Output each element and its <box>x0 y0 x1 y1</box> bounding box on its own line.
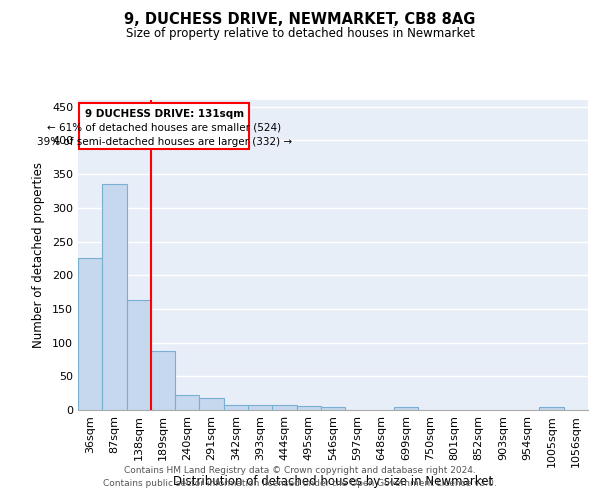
Text: Size of property relative to detached houses in Newmarket: Size of property relative to detached ho… <box>125 28 475 40</box>
Bar <box>79 102 249 148</box>
Text: 9 DUCHESS DRIVE: 131sqm: 9 DUCHESS DRIVE: 131sqm <box>85 109 244 119</box>
Bar <box>102 184 127 410</box>
Bar <box>151 350 175 410</box>
Text: 39% of semi-detached houses are larger (332) →: 39% of semi-detached houses are larger (… <box>37 136 292 146</box>
Bar <box>199 398 224 410</box>
X-axis label: Distribution of detached houses by size in Newmarket: Distribution of detached houses by size … <box>173 475 493 488</box>
Bar <box>175 394 199 410</box>
Bar <box>224 406 248 410</box>
Text: 9, DUCHESS DRIVE, NEWMARKET, CB8 8AG: 9, DUCHESS DRIVE, NEWMARKET, CB8 8AG <box>124 12 476 28</box>
Text: ← 61% of detached houses are smaller (524): ← 61% of detached houses are smaller (52… <box>47 123 281 133</box>
Bar <box>296 406 321 410</box>
Bar <box>127 300 151 410</box>
Bar <box>394 406 418 410</box>
Bar <box>248 404 272 410</box>
Y-axis label: Number of detached properties: Number of detached properties <box>32 162 45 348</box>
Bar <box>78 258 102 410</box>
Bar <box>272 404 296 410</box>
Bar <box>539 406 564 410</box>
Text: Contains HM Land Registry data © Crown copyright and database right 2024.
Contai: Contains HM Land Registry data © Crown c… <box>103 466 497 487</box>
Bar <box>321 406 345 410</box>
